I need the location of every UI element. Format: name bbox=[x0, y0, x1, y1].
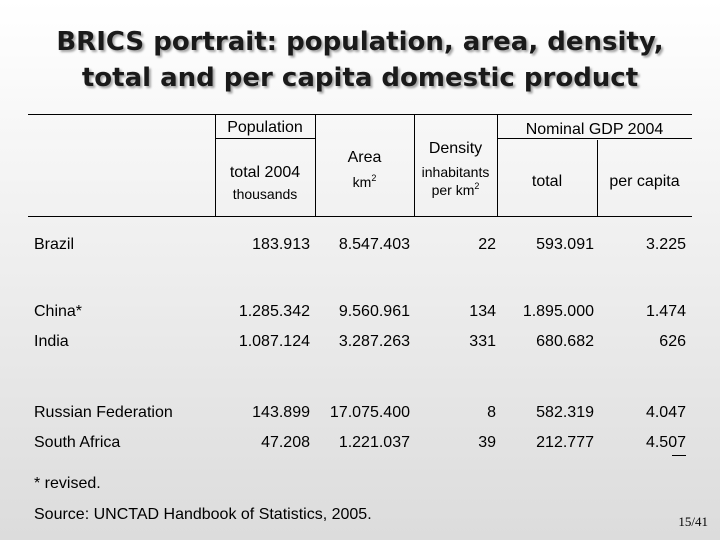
header-area-unit: km2 bbox=[352, 173, 377, 191]
country-name: Brazil bbox=[34, 236, 75, 253]
source-note: Source: UNCTAD Handbook of Statistics, 2… bbox=[34, 506, 372, 523]
table-top-rule bbox=[28, 114, 692, 115]
density-value: 134 bbox=[469, 303, 496, 320]
country-name: China* bbox=[34, 303, 83, 320]
gdp-per-capita-value: 1.474 bbox=[645, 303, 686, 320]
header-total-2004: total 2004 bbox=[229, 164, 301, 181]
gdp-per-capita-value: 4.047 bbox=[645, 404, 686, 421]
gdp-header-rule bbox=[497, 138, 692, 139]
per-capita-left-rule bbox=[597, 140, 598, 216]
gdp-total-value: 582.319 bbox=[536, 404, 594, 421]
population-left-rule bbox=[215, 114, 216, 216]
footnote: * revised. bbox=[34, 475, 101, 492]
header-density-unit-1: inhabitants bbox=[421, 164, 490, 180]
header-gdp-per-capita: per capita bbox=[609, 173, 680, 190]
country-name: Russian Federation bbox=[34, 404, 173, 421]
area-value: 17.075.400 bbox=[329, 404, 410, 421]
header-population: Population bbox=[227, 119, 303, 136]
gdp-total-value: 680.682 bbox=[536, 333, 594, 350]
density-value: 331 bbox=[469, 333, 496, 350]
page-number: 15/41 bbox=[678, 514, 708, 529]
header-bottom-rule bbox=[28, 216, 692, 217]
area-value: 9.560.961 bbox=[338, 303, 410, 320]
gdp-per-capita-value: 626 bbox=[659, 333, 686, 350]
gdp-per-capita-value: 4.507 bbox=[645, 434, 686, 451]
density-value: 22 bbox=[478, 236, 496, 253]
header-nominal-gdp: Nominal GDP 2004 bbox=[525, 121, 664, 138]
area-value: 3.287.263 bbox=[338, 333, 410, 350]
area-value: 1.221.037 bbox=[338, 434, 410, 451]
header-area: Area bbox=[347, 149, 382, 166]
country-name: India bbox=[34, 333, 69, 350]
area-left-rule bbox=[315, 114, 316, 216]
population-value: 1.087.124 bbox=[238, 333, 310, 350]
gdp-per-capita-value: 3.225 bbox=[645, 236, 686, 253]
country-name: South Africa bbox=[34, 434, 121, 451]
header-thousands: thousands bbox=[232, 186, 298, 202]
gdp-total-value: 593.091 bbox=[536, 236, 594, 253]
population-header-rule bbox=[215, 138, 315, 139]
density-value: 8 bbox=[487, 404, 496, 421]
density-value: 39 bbox=[478, 434, 496, 451]
population-value: 183.913 bbox=[252, 236, 310, 253]
population-value: 143.899 bbox=[252, 404, 310, 421]
header-density: Density bbox=[428, 140, 483, 157]
density-left-rule bbox=[414, 114, 415, 216]
population-value: 1.285.342 bbox=[238, 303, 310, 320]
table-end-rule bbox=[672, 455, 686, 456]
gdp-total-value: 1.895.000 bbox=[522, 303, 594, 320]
population-value: 47.208 bbox=[261, 434, 310, 451]
area-value: 8.547.403 bbox=[338, 236, 410, 253]
gdp-total-value: 212.777 bbox=[536, 434, 594, 451]
gdp-left-rule bbox=[497, 114, 498, 216]
header-gdp-total: total bbox=[531, 173, 563, 190]
header-density-unit-2: per km2 bbox=[431, 181, 480, 199]
title-line-2: total and per capita domestic product bbox=[81, 63, 639, 93]
title-line-1: BRICS portrait: population, area, densit… bbox=[56, 27, 664, 57]
slide-title: BRICS portrait: population, area, densit… bbox=[0, 24, 720, 96]
